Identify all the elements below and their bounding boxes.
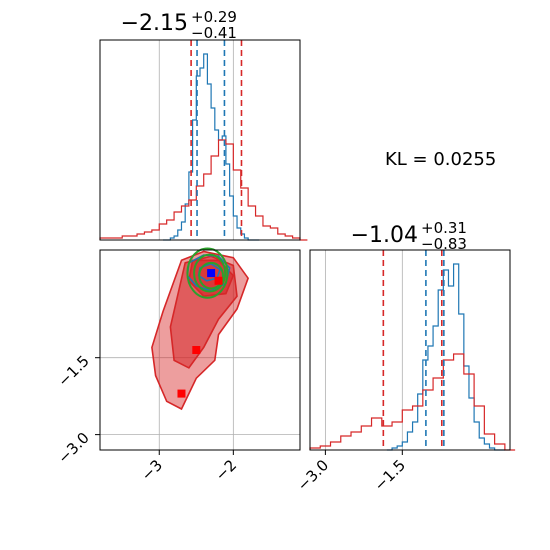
point-marker: [214, 276, 223, 285]
hist-top-left-frame: [99, 39, 301, 241]
point-marker: [177, 389, 186, 398]
hist-bottom-right-title-upper: +0.31: [421, 219, 467, 237]
x-tick-label: −1.5: [371, 456, 409, 494]
gaussian-ellipse: [193, 253, 227, 293]
hist-panel-bottom-right: −1.04 +0.31 −0.83 −3.0 −1.5: [294, 219, 516, 495]
hist-bottom-right-plot: [309, 250, 516, 451]
hist-top-left-title-upper: +0.29: [191, 8, 237, 26]
hist-bottom-right-title-lower: −0.83: [421, 235, 467, 253]
y-tick-label: −3.0: [54, 429, 92, 467]
hist-step-series-0: [386, 263, 505, 451]
hist-bottom-right-x-ticks: −3.0 −1.5: [294, 450, 409, 495]
hist-top-left-title-median: −2.15: [121, 11, 188, 36]
hist-bottom-right-title-median: −1.04: [351, 223, 418, 248]
x-tick-label: −3: [138, 456, 166, 484]
point-marker: [207, 269, 216, 278]
contour-y-ticks: −1.5 −3.0: [54, 352, 100, 467]
contour-plot: [100, 247, 300, 450]
hist-top-left-plot: [99, 40, 308, 241]
hist-step-series-0: [162, 53, 260, 241]
gaussian-ellipse: [198, 261, 224, 290]
kl-annotation: KL = 0.0255: [385, 149, 496, 170]
hist-bottom-right-frame: [309, 249, 511, 451]
contour-x-ticks: −3 −2: [138, 450, 240, 484]
contour-panel-bottom-left: −3 −2 −1.5 −3.0: [54, 247, 301, 484]
contour-frame: [99, 249, 301, 451]
hist-step-series-1: [309, 353, 516, 451]
y-tick-label: −1.5: [54, 352, 92, 390]
gaussian-ellipse: [186, 247, 229, 299]
x-tick-label: −2: [212, 456, 240, 484]
point-marker: [192, 346, 201, 354]
hist-panel-top-left: −2.15 +0.29 −0.41: [99, 8, 308, 241]
hist-top-left-title-lower: −0.41: [191, 24, 237, 42]
x-tick-label: −3.0: [294, 456, 332, 494]
hist-step-series-1: [99, 139, 308, 241]
